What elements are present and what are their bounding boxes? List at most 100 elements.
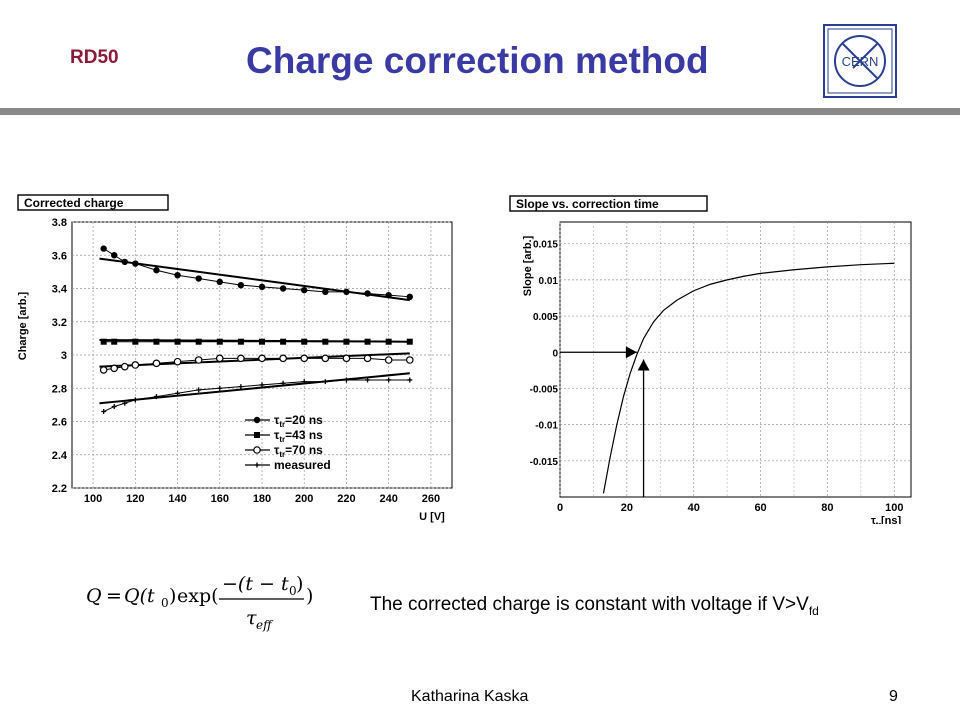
left-data-point: [152, 359, 161, 368]
right-chart-title-box: [509, 195, 708, 212]
left-data-point: [174, 338, 181, 345]
left-x-tick-label: 240: [379, 493, 397, 505]
left-data-point: [111, 252, 118, 259]
left-data-point: [216, 278, 223, 286]
left-y-tick-label: 3.2: [52, 317, 67, 329]
right-y-tick-label: 0: [552, 348, 558, 359]
left-data-point: [407, 377, 413, 383]
legend-entry: measured: [274, 458, 331, 472]
right-plot-frame: [559, 221, 912, 498]
left-y-tick-label: 2.4: [52, 450, 68, 462]
left-data-point: [101, 409, 107, 415]
left-data-point: [385, 338, 392, 345]
left-data-point: [406, 338, 413, 345]
left-series-0: [99, 245, 413, 302]
left-y-tick-label: 2.6: [52, 417, 67, 429]
left-data-point: [195, 275, 202, 282]
left-data-point: [100, 338, 107, 345]
left-data-point: [195, 338, 202, 345]
left-data-point: [364, 338, 371, 345]
legend-marker: [254, 462, 260, 468]
left-data-point: [322, 338, 329, 345]
left-y-tick-label: 3: [61, 350, 67, 362]
left-data-point: [131, 361, 140, 369]
page-number: 9: [889, 688, 898, 705]
left-data-point: [301, 379, 307, 385]
right-x-tick-label: 80: [821, 502, 833, 514]
right-x-tick-label: 0: [557, 502, 563, 514]
right-x-axis-label: τtr[ns]: [871, 515, 901, 524]
left-x-tick-label: 120: [126, 493, 144, 505]
left-data-point: [110, 364, 119, 373]
legend-marker: [253, 446, 261, 454]
legend-marker: [254, 432, 260, 438]
right-chart-title: Slope vs. correction time: [516, 197, 659, 211]
left-data-point: [175, 390, 181, 396]
left-series-fit-line: [99, 372, 410, 405]
left-data-point: [258, 354, 266, 363]
left-data-point: [237, 281, 245, 289]
left-data-point: [322, 379, 328, 385]
cern-logo: CERN: [823, 24, 897, 98]
left-data-point: [321, 354, 330, 363]
left-data-point: [174, 272, 181, 279]
formula-lhs: Q: [86, 585, 102, 607]
left-data-point: [216, 338, 223, 345]
left-data-point: [173, 357, 182, 366]
group-label: RD50: [70, 47, 119, 68]
right-y-tick-label: -0.015: [530, 457, 559, 468]
left-x-tick-label: 100: [84, 493, 102, 505]
left-data-point: [406, 293, 413, 301]
left-data-point: [300, 354, 309, 363]
left-data-point: [259, 338, 265, 345]
left-data-point: [322, 288, 329, 296]
arrow-head: [625, 346, 637, 359]
left-data-point: [363, 354, 372, 363]
left-data-point: [280, 338, 287, 345]
left-data-point: [132, 397, 138, 403]
right-x-tick-label: 20: [621, 502, 633, 514]
corrected-charge-chart: Corrected charge 100 120 140 160 180 200 220 240…: [12, 186, 496, 524]
slope-vs-correction-time-chart: Slope vs. correction time 0 20 40 60 80 100 0.0…: [503, 186, 917, 524]
left-data-point: [384, 356, 393, 364]
formula-numerator: −(t − t: [222, 573, 289, 595]
correction-formula: Q = Q(t 0 ) exp( −(t − t 0 ) τ eff ): [86, 573, 313, 632]
left-data-point: [280, 380, 286, 386]
left-data-point: [111, 338, 118, 345]
left-data-point: [364, 290, 371, 297]
slope-curve: [602, 262, 895, 494]
right-y-tick-label: 0.01: [539, 276, 559, 287]
left-data-point: [386, 377, 392, 383]
left-data-point: [405, 356, 414, 364]
left-y-tick-label: 3.4: [52, 284, 68, 296]
left-y-tick-label: 2.8: [52, 383, 67, 395]
left-data-point: [279, 354, 287, 363]
left-series-fit-line: [99, 257, 410, 302]
right-y-tick-label: -0.005: [530, 384, 559, 395]
left-data-point: [153, 267, 160, 274]
left-data-point: [259, 382, 265, 388]
cern-logo-text: CERN: [842, 54, 879, 69]
left-data-point: [111, 404, 117, 410]
header-divider: [0, 108, 960, 115]
left-data-point: [132, 260, 139, 267]
left-data-point: [385, 291, 392, 299]
left-x-tick-label: 200: [295, 493, 313, 505]
left-y-tick-label: 2.2: [52, 483, 67, 495]
legend-marker: [253, 416, 261, 424]
right-x-tick-label: 40: [688, 502, 700, 514]
left-data-point: [279, 285, 287, 292]
arrow-head: [637, 359, 650, 371]
caption-text: The corrected charge is constant with vo…: [370, 594, 809, 615]
left-x-axis-label: U [V]: [419, 511, 445, 523]
left-y-axis-label: Charge [arb.]: [17, 291, 29, 360]
right-y-tick-label: 0.015: [533, 240, 558, 251]
left-data-point: [194, 356, 203, 364]
legend-entry: τtr=70 ns: [274, 443, 323, 459]
left-data-point: [365, 377, 371, 383]
left-y-tick-label: 3.8: [52, 217, 67, 229]
left-data-point: [237, 354, 245, 363]
right-x-tick-label: 100: [885, 502, 903, 514]
left-series-fit-line: [99, 339, 410, 343]
